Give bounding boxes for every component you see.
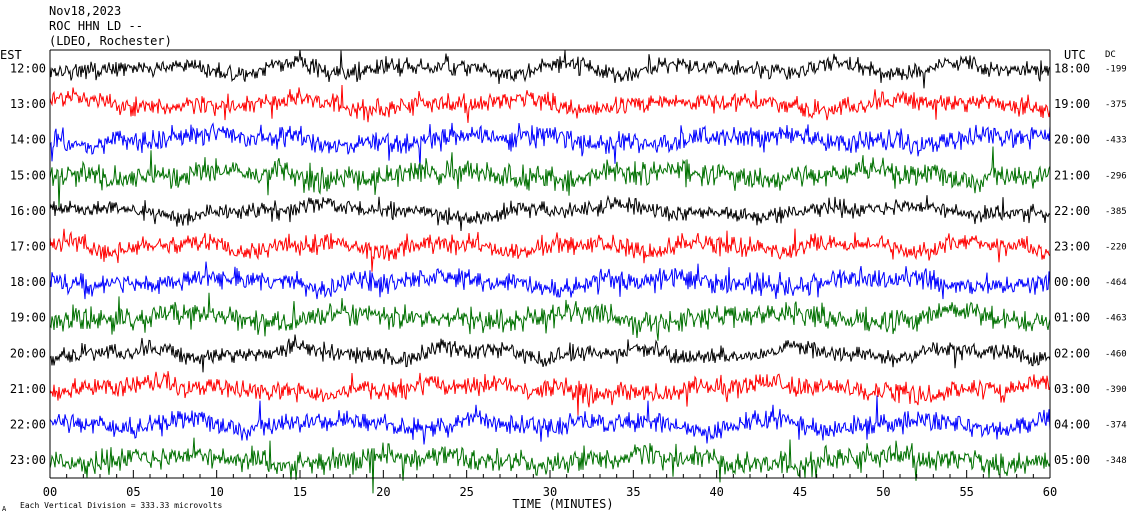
utc-hour-label: 00:00: [1054, 275, 1090, 289]
trace-1300: [49, 84, 1051, 123]
dc-offset-value: -375: [1105, 100, 1127, 110]
dc-offset-value: -460: [1105, 349, 1127, 359]
trace-2200: [49, 395, 1051, 445]
dc-offset-value: -433: [1105, 136, 1127, 146]
trace-2000: [49, 334, 1051, 373]
x-tick-label: 30: [543, 485, 557, 499]
est-hour-label: 13:00: [10, 97, 46, 111]
dc-offset-value: -296: [1105, 171, 1127, 181]
x-tick-label: 10: [209, 485, 223, 499]
utc-hour-label: 18:00: [1054, 62, 1090, 76]
utc-hour-label: 02:00: [1054, 346, 1090, 360]
dc-offset-value: -464: [1105, 278, 1127, 288]
trace-2100: [49, 371, 1051, 416]
x-tick-label: 35: [626, 485, 640, 499]
station-location: (LDEO, Rochester): [49, 34, 172, 48]
est-hour-label: 19:00: [10, 311, 46, 325]
x-tick-label: 25: [459, 485, 473, 499]
utc-hour-label: 21:00: [1054, 168, 1090, 182]
x-tick-label: 55: [959, 485, 973, 499]
trace-1700: [49, 228, 1051, 272]
est-hour-label: 22:00: [10, 418, 46, 432]
dc-offset-value: -463: [1105, 314, 1127, 324]
x-axis-ticks: [49, 470, 1051, 478]
dc-offset-value: -385: [1105, 207, 1127, 217]
x-tick-label: 05: [126, 485, 140, 499]
dc-offset-value: -348: [1105, 456, 1127, 466]
utc-axis-label: UTC: [1064, 48, 1086, 62]
dc-offset-value: -374: [1105, 421, 1127, 431]
trace-2300: [49, 437, 1051, 494]
utc-hour-label: 23:00: [1054, 240, 1090, 254]
est-hour-label: 20:00: [10, 346, 46, 360]
utc-hour-label: 19:00: [1054, 97, 1090, 111]
utc-hour-label: 05:00: [1054, 453, 1090, 467]
x-tick-label: 60: [1043, 485, 1057, 499]
dc-offset-value: -390: [1105, 385, 1127, 395]
x-axis-title: TIME (MINUTES): [512, 497, 613, 511]
trace-1200: [49, 50, 1051, 89]
utc-hour-label: 03:00: [1054, 382, 1090, 396]
station-code: ROC HHN LD --: [49, 19, 143, 33]
footer-mark: A: [2, 505, 7, 513]
x-tick-label: 20: [376, 485, 390, 499]
est-hour-label: 14:00: [10, 133, 46, 147]
dc-offset-value: -199: [1105, 65, 1127, 75]
vertical-division-note: Each Vertical Division = 333.33 microvol…: [20, 501, 222, 510]
trace-1600: [49, 194, 1051, 232]
trace-1400: [49, 122, 1051, 170]
utc-hour-label: 20:00: [1054, 133, 1090, 147]
dc-column-label: DC: [1105, 50, 1116, 60]
est-hour-label: 15:00: [10, 168, 46, 182]
plot-date: Nov18,2023: [49, 4, 122, 18]
trace-layer: [49, 50, 1051, 494]
axis-labels: 12:00 18:00 -199 13:00 19:00 -375 14:00 20:00 -4…: [0, 48, 1127, 513]
dc-offset-value: -220: [1105, 243, 1127, 253]
est-hour-label: 16:00: [10, 204, 46, 218]
x-tick-label: 45: [793, 485, 807, 499]
est-hour-label: 17:00: [10, 240, 46, 254]
utc-hour-label: 22:00: [1054, 204, 1090, 218]
trace-1900: [49, 292, 1051, 341]
utc-hour-label: 04:00: [1054, 418, 1090, 432]
est-hour-label: 18:00: [10, 275, 46, 289]
est-axis-label: EST: [0, 48, 22, 62]
trace-1800: [49, 261, 1051, 300]
x-tick-label: 40: [709, 485, 723, 499]
x-tick-label: 50: [876, 485, 890, 499]
est-hour-label: 23:00: [10, 453, 46, 467]
est-hour-label: 21:00: [10, 382, 46, 396]
x-tick-label: 00: [43, 485, 57, 499]
est-hour-label: 12:00: [10, 62, 46, 76]
x-tick-label: 15: [293, 485, 307, 499]
utc-hour-label: 01:00: [1054, 311, 1090, 325]
trace-1500: [49, 146, 1051, 209]
